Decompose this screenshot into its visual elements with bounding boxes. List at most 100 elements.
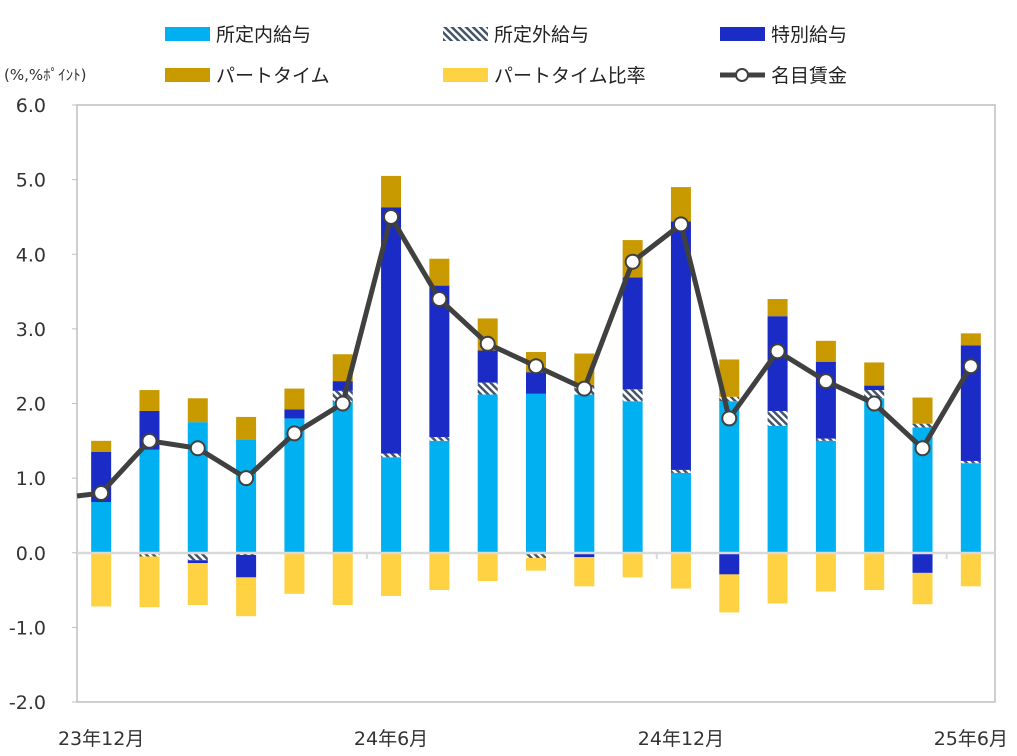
bar-3-25/6 xyxy=(960,333,981,346)
legend-item: 所定外給与 xyxy=(443,20,589,47)
bar-4-24/1 xyxy=(139,556,160,608)
bar-4-24/10 xyxy=(574,557,595,587)
bar-0-25/1 xyxy=(719,401,740,553)
bar-2-24/8 xyxy=(477,350,498,383)
bar-0-24/4 xyxy=(284,418,305,553)
bar-4-24/12 xyxy=(670,552,691,589)
bar-0-25/5 xyxy=(912,427,933,553)
bar-4-24/5 xyxy=(332,552,353,605)
bar-4-23/12 xyxy=(91,552,112,607)
line-point-25/1 xyxy=(721,410,738,427)
bar-3-25/4 xyxy=(864,362,885,386)
bar-1-25/2 xyxy=(767,410,788,426)
bar-0-25/6 xyxy=(960,463,981,553)
bar-2-24/12 xyxy=(670,221,691,470)
bar-1-25/6 xyxy=(960,460,981,464)
line-point-24/3 xyxy=(238,470,255,487)
bar-2-25/1 xyxy=(719,552,740,575)
y-tick-label: 1.0 xyxy=(16,468,46,490)
bar-0-24/2 xyxy=(187,422,208,553)
y-tick-label: 4.0 xyxy=(16,244,46,266)
bar-2-25/5 xyxy=(912,552,933,573)
bar-4-25/5 xyxy=(912,572,933,605)
legend-item: 所定内給与 xyxy=(165,20,311,47)
bar-1-24/1 xyxy=(139,552,160,557)
legend-label: パートタイム xyxy=(216,65,330,87)
bar-2-25/2 xyxy=(767,316,788,411)
bar-3-24/4 xyxy=(284,388,305,410)
bar-4-24/4 xyxy=(284,552,305,594)
legend-item: 名目賃金 xyxy=(720,61,847,88)
legend-label: パートタイム比率 xyxy=(494,65,646,87)
bar-0-25/3 xyxy=(815,440,836,553)
bar-2-24/7 xyxy=(429,285,450,438)
bar-1-24/11 xyxy=(622,389,643,402)
bar-2-24/4 xyxy=(284,409,305,419)
bar-1-24/8 xyxy=(477,382,498,395)
bar-3-25/5 xyxy=(912,397,933,424)
legend-item: 特別給与 xyxy=(720,20,847,47)
bar-4-25/4 xyxy=(864,552,885,591)
bar-0-23/12 xyxy=(91,502,112,553)
bar-0-24/10 xyxy=(574,394,595,553)
bar-1-25/4 xyxy=(864,390,885,399)
y-tick-label: 2.0 xyxy=(16,394,46,416)
bar-1-24/12 xyxy=(670,469,691,473)
x-tick-label: 23年12月 xyxy=(58,728,144,750)
line-point-25/4 xyxy=(866,395,883,412)
legend-swatch xyxy=(443,67,488,82)
bar-3-24/2 xyxy=(187,398,208,423)
bar-1-24/2 xyxy=(187,552,208,561)
bar-0-24/6 xyxy=(381,457,402,553)
legend-label: 名目賃金 xyxy=(771,65,848,87)
y-tick-label: -2.0 xyxy=(9,692,46,714)
y-axis-unit-label: (%,%ﾎﾟｲﾝﾄ) xyxy=(4,66,87,84)
bar-4-25/3 xyxy=(815,552,836,592)
y-tick-label: 6.0 xyxy=(16,95,46,117)
line-nominal-wage xyxy=(76,214,973,499)
y-tick-label: 5.0 xyxy=(16,170,46,192)
bar-1-25/5 xyxy=(912,423,933,428)
line-point-24/9 xyxy=(528,358,544,375)
bar-1-24/6 xyxy=(381,453,402,458)
bar-4-24/6 xyxy=(381,552,402,597)
bar-2-24/3 xyxy=(236,554,257,578)
bar-2-24/9 xyxy=(526,372,546,394)
line-point-24/8 xyxy=(479,335,496,352)
bar-3-24/1 xyxy=(139,390,160,411)
bar-4-24/2 xyxy=(187,563,208,605)
bar-0-24/7 xyxy=(429,440,450,553)
line-point-25/5 xyxy=(914,440,931,457)
bar-1-24/9 xyxy=(526,552,546,558)
bar-4-25/1 xyxy=(719,574,740,613)
bar-0-24/1 xyxy=(139,449,160,553)
bar-0-24/9 xyxy=(526,393,546,553)
bar-3-24/12 xyxy=(670,187,691,222)
bar-2-24/6 xyxy=(381,207,402,454)
bar-2-24/10 xyxy=(574,552,595,558)
bar-3-23/12 xyxy=(91,440,112,453)
legend-item: パートタイム比率 xyxy=(443,61,646,88)
line-point-24/5 xyxy=(334,395,351,412)
bar-0-24/3 xyxy=(236,439,257,553)
line-point-24/6 xyxy=(383,208,400,225)
bar-3-25/3 xyxy=(815,340,836,362)
legend-item: パートタイム xyxy=(165,61,330,88)
bar-3-25/1 xyxy=(719,359,740,397)
bar-0-24/5 xyxy=(332,402,353,553)
line-point-25/2 xyxy=(769,343,786,360)
bar-4-25/6 xyxy=(960,552,981,587)
line-point-24/12 xyxy=(672,216,689,233)
legend-swatch xyxy=(165,26,210,41)
bar-0-24/11 xyxy=(622,401,643,553)
legend-swatch xyxy=(720,26,765,41)
bar-0-25/2 xyxy=(767,425,788,553)
bar-2-24/5 xyxy=(332,381,353,391)
x-tick-label: 25年6月 xyxy=(934,728,1008,750)
bar-2-24/11 xyxy=(622,277,643,390)
bar-2-25/4 xyxy=(864,385,885,391)
bar-3-24/3 xyxy=(236,416,257,440)
line-point-24/10 xyxy=(576,380,593,397)
bar-1-24/7 xyxy=(429,437,450,441)
